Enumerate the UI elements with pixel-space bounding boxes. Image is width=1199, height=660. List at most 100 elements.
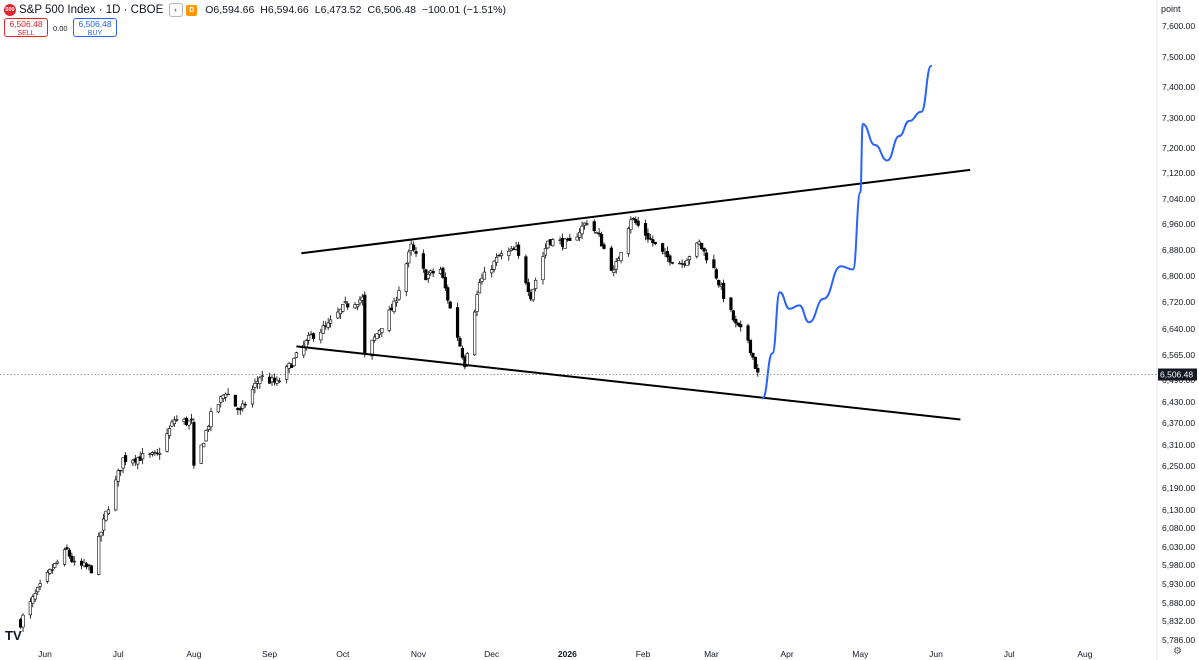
candle-body <box>636 220 640 226</box>
x-tick-label: Aug <box>1077 649 1092 659</box>
candle-body <box>123 455 128 462</box>
candle-body <box>609 247 613 271</box>
x-tick-label: Sep <box>262 649 277 659</box>
candle-body <box>455 307 460 338</box>
price-axis-unit[interactable]: point <box>1161 4 1181 14</box>
candle-body <box>97 536 101 575</box>
x-tick-label: 2026 <box>558 649 577 659</box>
candle-body <box>253 383 257 388</box>
candle-body <box>477 282 482 294</box>
candle-body <box>687 256 692 261</box>
candle-body <box>258 377 262 384</box>
candle-body <box>87 564 91 566</box>
candle-body <box>524 256 528 284</box>
x-tick-label: Jul <box>113 649 124 659</box>
y-tick-label: 6,640.00 <box>1162 324 1195 334</box>
candle-body <box>170 421 174 427</box>
candle-body <box>101 518 106 531</box>
candle-body <box>67 549 72 557</box>
candle-body <box>99 531 103 537</box>
y-tick-label: 5,786.00 <box>1162 635 1195 645</box>
symbol-title[interactable]: S&P 500 Index · 1D · CBOE <box>19 4 164 16</box>
sell-button[interactable]: 6,506.48 SELL <box>4 18 48 37</box>
buy-button[interactable]: 6,506.48 BUY <box>73 18 117 37</box>
candle-body <box>421 253 425 269</box>
price-change: −100.01 (−1.51%) <box>421 4 507 16</box>
candle-body <box>751 352 755 358</box>
settings-gear-icon[interactable]: ⚙ <box>1173 646 1182 657</box>
y-tick-label: 6,310.00 <box>1162 440 1195 450</box>
candle-body <box>397 290 401 300</box>
market-status-icon[interactable]: ◐ <box>169 3 184 17</box>
candle-body <box>336 311 340 319</box>
candle-body <box>643 223 648 236</box>
candle-body <box>531 288 535 301</box>
candle-body <box>700 242 704 250</box>
candle-body <box>243 404 247 406</box>
candle-body <box>31 596 35 604</box>
candle-body <box>534 279 538 289</box>
y-tick-label: 5,832.00 <box>1162 616 1195 626</box>
candle-body <box>38 583 42 587</box>
candle-body <box>226 393 230 396</box>
candle-body <box>480 277 484 282</box>
y-tick-label: 7,040.00 <box>1162 194 1195 204</box>
candle-body <box>292 358 296 367</box>
candle-body <box>563 238 567 249</box>
candle-body <box>141 453 145 460</box>
sp500-logo-icon: 500 <box>4 4 16 16</box>
candle-body <box>346 303 350 308</box>
buy-label: BUY <box>87 30 103 37</box>
candle-body <box>53 563 57 568</box>
data-delay-icon[interactable]: D <box>186 4 198 16</box>
y-tick-label: 5,880.00 <box>1162 598 1195 608</box>
candle-body <box>375 333 379 340</box>
ohlc-high: H6,594.66 <box>260 4 309 16</box>
candle-body <box>722 282 726 299</box>
candle-body <box>695 242 699 257</box>
y-tick-label: 6,800.00 <box>1162 271 1195 281</box>
candle-body <box>431 270 435 274</box>
sell-price: 6,506.48 <box>9 19 43 29</box>
y-tick-label: 6,720.00 <box>1162 297 1195 307</box>
candle-body <box>541 256 545 281</box>
candle-body <box>392 300 396 312</box>
candle-body <box>216 404 220 413</box>
candle-body <box>441 267 445 278</box>
candle-body <box>599 233 604 247</box>
candle-body <box>614 261 618 270</box>
candle-body <box>233 394 238 407</box>
x-tick-label: Feb <box>636 649 651 659</box>
candle-body <box>153 451 157 454</box>
candle-body <box>394 300 399 303</box>
candle-body <box>412 244 416 251</box>
last-price-tag-bg <box>1158 368 1197 381</box>
candle-body <box>116 470 120 482</box>
y-tick-label: 5,980.00 <box>1162 560 1195 570</box>
candle-body <box>443 276 447 289</box>
x-tick-label: May <box>852 649 869 659</box>
candle-body <box>158 452 162 455</box>
candle-body <box>89 565 93 574</box>
ohlc-low: L6,473.52 <box>314 4 362 16</box>
candle-body <box>106 509 111 514</box>
y-tick-label: 7,600.00 <box>1162 21 1195 31</box>
candle-body <box>626 228 631 254</box>
candle-body <box>543 248 548 256</box>
x-tick-label: Jul <box>1004 649 1015 659</box>
candle-body <box>575 236 579 241</box>
candle-body <box>753 356 757 369</box>
candle-body <box>746 325 750 341</box>
candle-body <box>465 353 469 366</box>
x-tick-label: Dec <box>484 649 500 659</box>
y-tick-label: 7,500.00 <box>1162 52 1195 62</box>
candle-body <box>414 251 418 254</box>
ohlc-open: O6,594.66 <box>205 4 255 16</box>
candle-body <box>28 601 32 616</box>
candle-body <box>665 250 670 258</box>
candle-body <box>629 219 633 231</box>
x-tick-label: Aug <box>186 649 201 659</box>
y-tick-label: 6,430.00 <box>1162 397 1195 407</box>
candle-body <box>104 510 108 521</box>
